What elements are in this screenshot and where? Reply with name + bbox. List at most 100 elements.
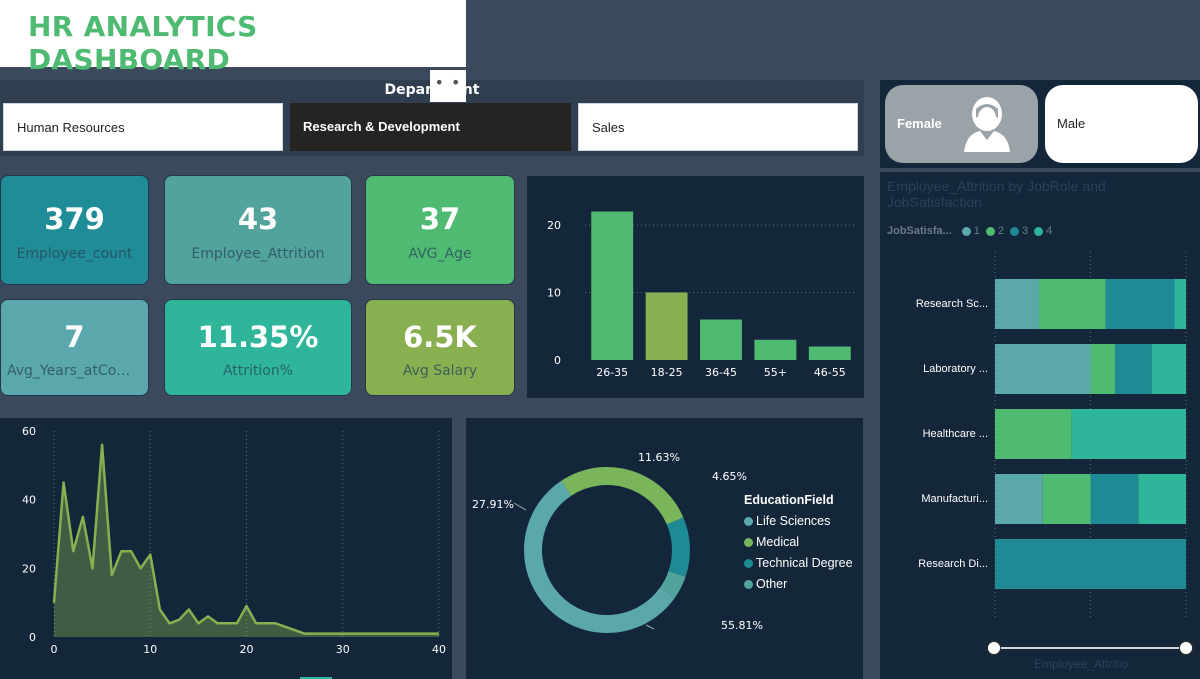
- stacked-bar-segment: [995, 539, 1186, 589]
- female-user-icon: [964, 97, 1010, 152]
- stacked-bar-segment: [1105, 279, 1175, 329]
- legend-swatch: [744, 537, 753, 547]
- legend-swatch: [961, 226, 971, 236]
- education-legend: EducationField Life Sciences Medical Tec…: [744, 493, 853, 598]
- kpi-label: Attrition%: [222, 363, 294, 379]
- legend-title: EducationField: [744, 493, 834, 507]
- stacked-bar-segment: [995, 344, 1091, 394]
- category-label: Research Sc...: [915, 298, 988, 310]
- kpi-label: Avg_Years_atCom...: [7, 363, 144, 379]
- legend-swatch: [744, 516, 753, 526]
- stacked-bar-segment: [1115, 344, 1152, 394]
- years-area-chart: 0 10 20 30 40 0 20 40 60: [22, 425, 446, 656]
- kpi-value: 37: [419, 202, 461, 236]
- legend-swatch: [985, 226, 995, 236]
- kpi-avg-salary: 6.5K Avg Salary: [365, 299, 515, 396]
- data-label: 11.63%: [638, 451, 680, 464]
- legend-label: Medical: [756, 535, 800, 549]
- x-tick-label: 0: [51, 643, 58, 656]
- x-tick-label: 36-45: [705, 366, 737, 379]
- x-tick-label: 20: [240, 643, 254, 656]
- category-label: Laboratory ...: [923, 363, 988, 375]
- stacked-bar-segment: [1090, 474, 1139, 524]
- kpi-label: Employee_count: [16, 246, 133, 262]
- legend-swatch: [744, 579, 753, 589]
- donut-slice: [666, 517, 690, 577]
- stacked-bar-segment: [1138, 474, 1186, 524]
- jobsatisfaction-legend: JobSatisfa... 1 2 3 4: [887, 225, 1056, 237]
- kpi-employee-count: 379 Employee_count: [0, 175, 149, 285]
- stacked-bar-segment: [995, 474, 1043, 524]
- page-tab-indicator[interactable]: [300, 677, 332, 679]
- title-box: HR ANALYTICS DASHBOARD: [0, 0, 466, 76]
- y-tick-label: 10: [547, 287, 561, 300]
- legend-label: Other: [756, 577, 788, 591]
- y-tick-label: 40: [22, 494, 36, 507]
- category-label: Manufacturi...: [921, 493, 988, 505]
- stacked-bar-segment: [1090, 344, 1116, 394]
- donut-slice: [561, 467, 684, 525]
- gender-button-female[interactable]: Female: [885, 85, 1038, 163]
- leader-line: [513, 502, 527, 511]
- legend-item[interactable]: Medical: [744, 535, 853, 549]
- stacked-bar-segment: [1071, 409, 1186, 459]
- data-label: 27.91%: [472, 498, 514, 511]
- age-group-bar-chart: 0 10 20 26-35 18-25 36-45 55+ 46-55: [547, 211, 857, 379]
- legend-item[interactable]: Technical Degree: [744, 556, 853, 570]
- stacked-bar-segment: [1038, 279, 1106, 329]
- x-tick-label: 18-25: [651, 366, 683, 379]
- bar: [700, 319, 742, 360]
- legend-swatch: [1034, 226, 1044, 236]
- area-fill: [54, 444, 439, 637]
- education-donut-chart: 55.81% 27.91% 11.63% 4.65%: [472, 451, 763, 633]
- range-slider-track[interactable]: [994, 647, 1186, 649]
- bar: [808, 346, 851, 360]
- kpi-value: 7: [64, 320, 85, 354]
- stacked-bar-segment: [1151, 344, 1186, 394]
- jobrole-stacked-chart: [994, 252, 1187, 620]
- range-slider-start-handle[interactable]: [987, 641, 1001, 655]
- legend-label: 3: [1022, 225, 1029, 237]
- category-label: Healthcare ...: [922, 428, 988, 440]
- data-label: 4.65%: [712, 470, 747, 483]
- x-tick-label: 10: [143, 643, 157, 656]
- gender-button-male[interactable]: Male: [1045, 85, 1198, 163]
- stacked-bar-segment: [1174, 279, 1186, 329]
- data-label: 55.81%: [721, 619, 763, 632]
- kpi-label: AVG_Age: [408, 246, 472, 262]
- y-tick-label: 20: [22, 562, 36, 575]
- kpi-employee-attrition: 43 Employee_Attrition: [164, 175, 352, 285]
- kpi-value: 11.35%: [197, 320, 319, 354]
- jobrole-chart-title: Employee_Attrition by JobRole and JobSat…: [887, 178, 1106, 210]
- x-tick-label: 30: [336, 643, 350, 656]
- donut-slice: [524, 480, 675, 633]
- legend-swatch: [1010, 226, 1020, 236]
- donut-slice: [659, 570, 686, 599]
- kpi-value: 379: [44, 202, 105, 236]
- stacked-bar-segment: [995, 409, 1072, 459]
- legend-label: Life Sciences: [756, 514, 831, 528]
- more-options-button[interactable]: • • •: [430, 70, 466, 118]
- legend-label: 1: [973, 225, 980, 237]
- legend-item[interactable]: Life Sciences: [744, 514, 853, 528]
- y-tick-label: 0: [29, 631, 36, 644]
- bar: [645, 292, 688, 360]
- bar: [754, 339, 797, 360]
- dept-button-sales[interactable]: Sales: [578, 103, 858, 151]
- legend-label: Technical Degree: [756, 556, 853, 570]
- x-tick-label: 55+: [764, 366, 787, 379]
- dashboard-title: HR ANALYTICS DASHBOARD: [28, 10, 258, 76]
- category-label: Research Di...: [918, 558, 988, 570]
- age-group-chart-panel: 0 10 20 26-35 18-25 36-45 55+ 46-55: [527, 176, 864, 398]
- kpi-value: 6.5K: [403, 320, 477, 354]
- range-slider-end-handle[interactable]: [1179, 641, 1193, 655]
- dept-button-research-development[interactable]: Research & Development: [290, 103, 571, 151]
- legend-item[interactable]: Other: [744, 577, 853, 591]
- dept-button-human-resources[interactable]: Human Resources: [3, 103, 283, 151]
- y-tick-label: 20: [547, 219, 561, 232]
- kpi-avg-age: 37 AVG_Age: [365, 175, 515, 285]
- legend-label: 4: [1046, 225, 1053, 237]
- y-tick-label: 60: [22, 425, 36, 438]
- legend-label: 2: [997, 225, 1005, 237]
- education-donut-panel: 55.81% 27.91% 11.63% 4.65%: [466, 418, 863, 679]
